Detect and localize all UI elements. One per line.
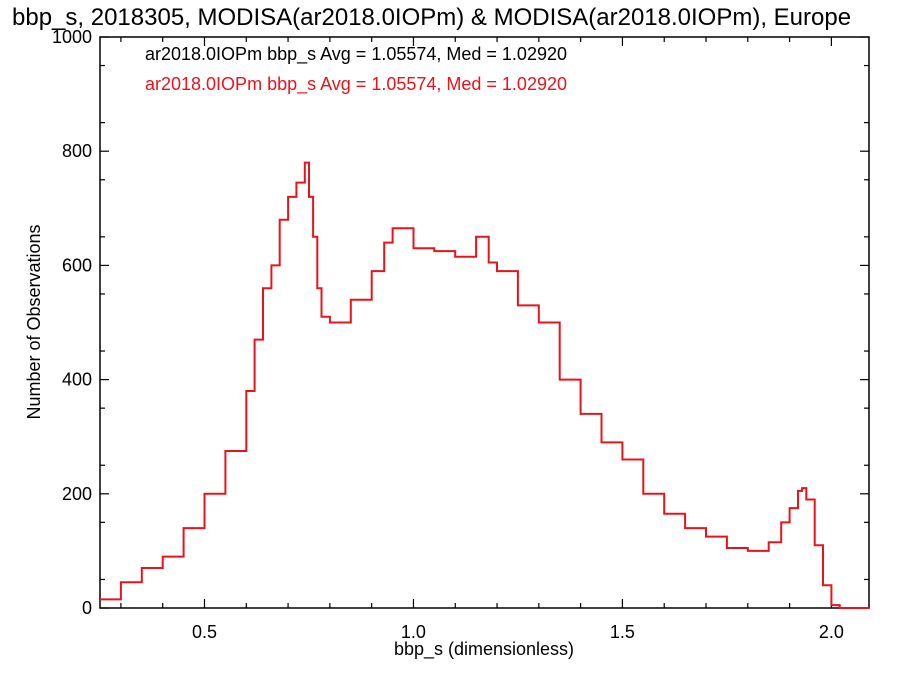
y-tick-label: 400 xyxy=(62,370,92,390)
axis-ticks xyxy=(100,36,869,609)
legend-entry-2: ar2018.0IOPm bbp_s Avg = 1.05574, Med = … xyxy=(145,74,567,95)
plot-border xyxy=(99,36,870,609)
x-axis-label: bbp_s (dimensionless) xyxy=(394,639,574,660)
y-tick-label: 1000 xyxy=(52,27,92,47)
legend: ar2018.0IOPm bbp_s Avg = 1.05574, Med = … xyxy=(145,44,567,95)
x-tick-label: 2.0 xyxy=(819,622,844,642)
legend-entry-1: ar2018.0IOPm bbp_s Avg = 1.05574, Med = … xyxy=(145,44,567,65)
x-tick-label: 1.0 xyxy=(401,622,426,642)
tick-labels: 0.5 1.0 1.5 2.0 0 200 400 600 800 1000 xyxy=(52,27,844,642)
y-tick-label: 0 xyxy=(82,598,92,618)
y-tick-label: 200 xyxy=(62,484,92,504)
y-tick-label: 800 xyxy=(62,141,92,161)
x-tick-label: 0.5 xyxy=(192,622,217,642)
chart-title: bbp_s, 2018305, MODISA(ar2018.0IOPm) & M… xyxy=(12,4,851,31)
x-tick-label: 1.5 xyxy=(610,622,635,642)
y-tick-label: 600 xyxy=(62,255,92,275)
y-axis-label: Number of Observations xyxy=(24,224,44,419)
series-group xyxy=(100,161,869,609)
plot-frame xyxy=(99,36,870,609)
series-1-line xyxy=(100,161,869,609)
